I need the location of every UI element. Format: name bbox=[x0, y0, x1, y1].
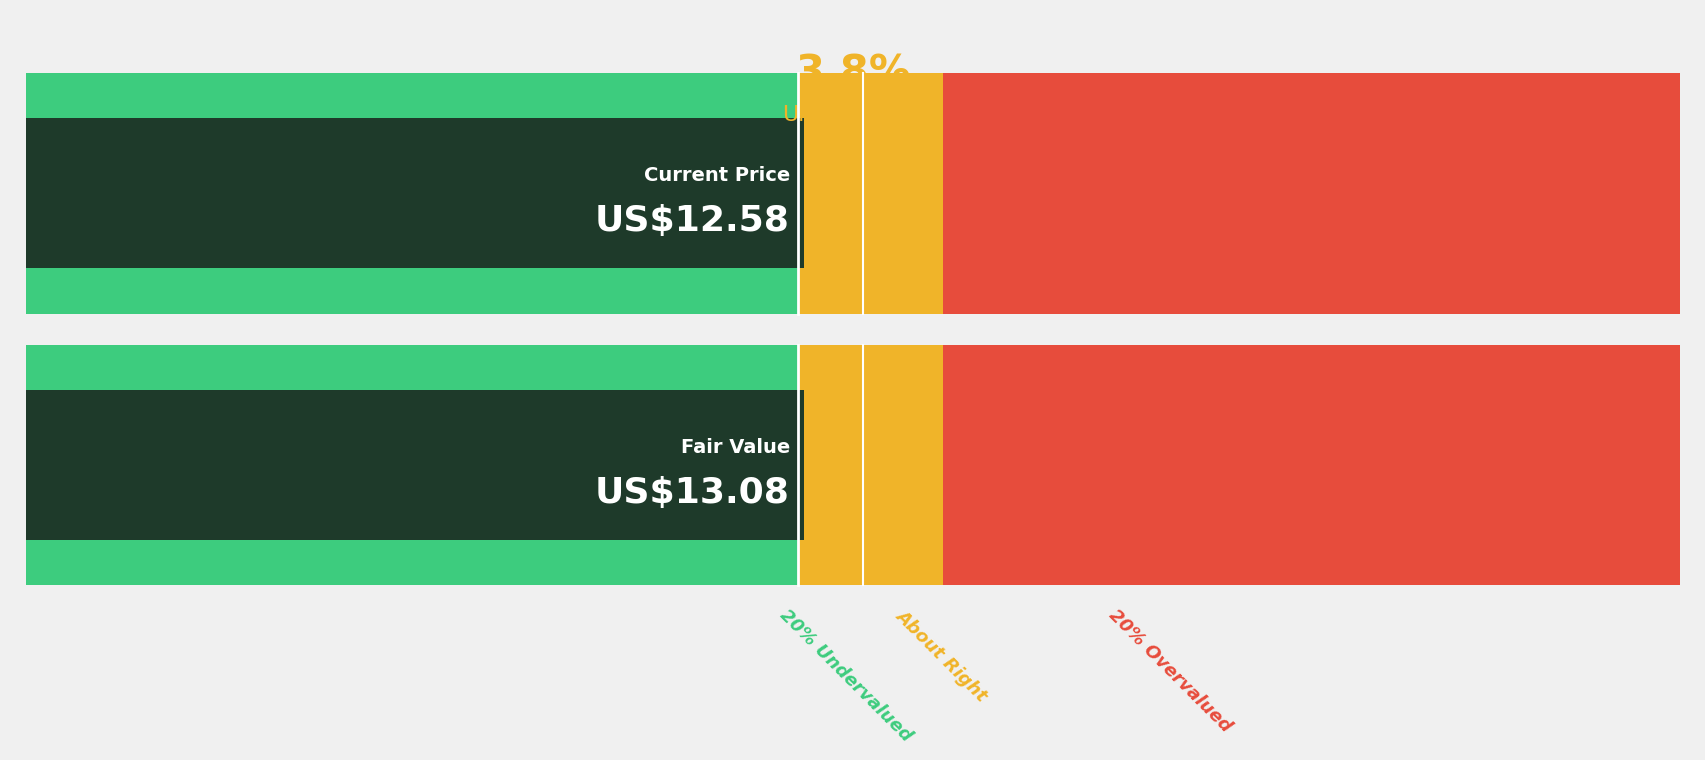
FancyBboxPatch shape bbox=[26, 540, 798, 585]
FancyBboxPatch shape bbox=[26, 391, 798, 540]
FancyBboxPatch shape bbox=[26, 391, 803, 540]
Text: US$13.08: US$13.08 bbox=[595, 476, 789, 510]
FancyBboxPatch shape bbox=[798, 345, 943, 391]
Text: Current Price: Current Price bbox=[643, 166, 789, 185]
FancyBboxPatch shape bbox=[943, 268, 1679, 314]
FancyBboxPatch shape bbox=[943, 540, 1679, 585]
FancyBboxPatch shape bbox=[943, 345, 1679, 391]
FancyBboxPatch shape bbox=[798, 73, 943, 119]
FancyBboxPatch shape bbox=[943, 73, 1679, 119]
FancyBboxPatch shape bbox=[798, 268, 943, 314]
FancyBboxPatch shape bbox=[943, 119, 1679, 268]
FancyBboxPatch shape bbox=[26, 268, 798, 314]
FancyBboxPatch shape bbox=[26, 73, 798, 119]
Text: About Right: About Right bbox=[892, 606, 991, 705]
FancyBboxPatch shape bbox=[798, 119, 943, 268]
Text: Fair Value: Fair Value bbox=[680, 439, 789, 458]
FancyBboxPatch shape bbox=[26, 345, 798, 391]
Text: US$12.58: US$12.58 bbox=[595, 204, 789, 239]
Text: 20% Undervalued: 20% Undervalued bbox=[776, 606, 916, 746]
FancyBboxPatch shape bbox=[26, 119, 798, 268]
Text: 3.8%: 3.8% bbox=[795, 52, 910, 94]
Text: Undervalued: Undervalued bbox=[781, 105, 924, 125]
Text: 20% Overvalued: 20% Overvalued bbox=[1105, 606, 1234, 736]
FancyBboxPatch shape bbox=[798, 540, 943, 585]
FancyBboxPatch shape bbox=[943, 391, 1679, 540]
FancyBboxPatch shape bbox=[798, 391, 943, 540]
FancyBboxPatch shape bbox=[26, 119, 803, 268]
